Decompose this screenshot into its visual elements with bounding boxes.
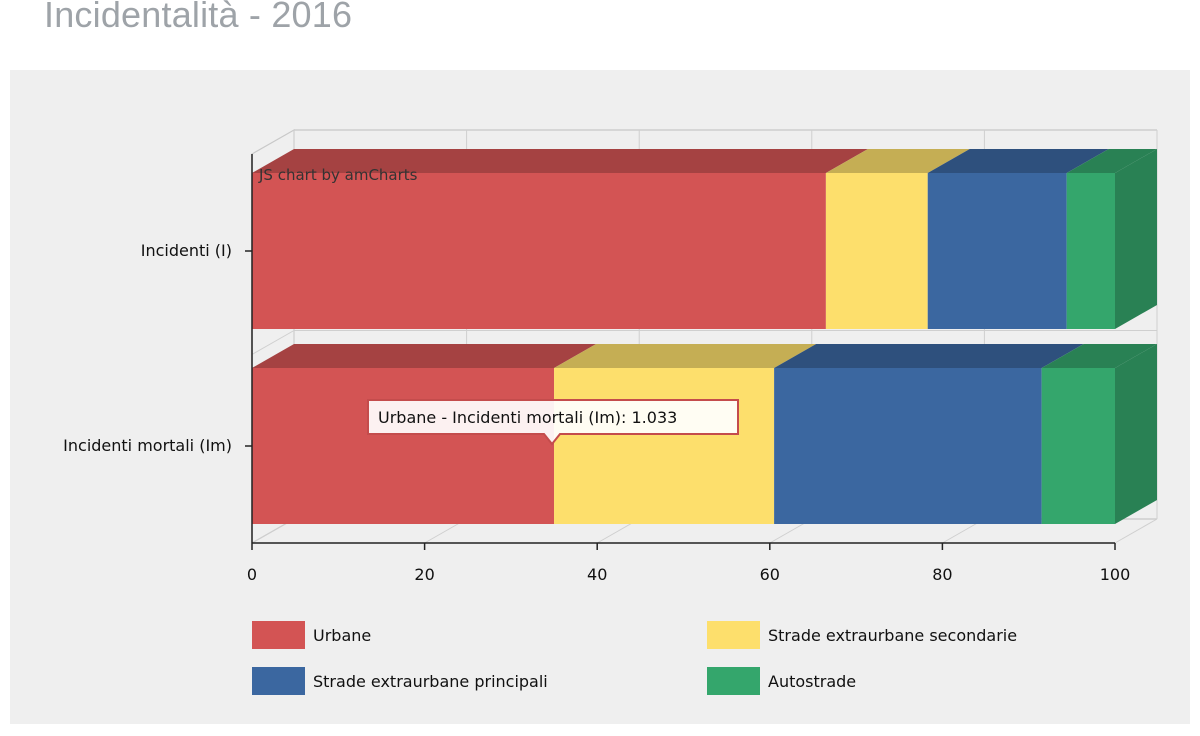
bar-autostrade [1041, 368, 1115, 524]
chart-axes: 0 20 40 60 80 100 Incidenti (I) Incidenti morta… [63, 154, 1130, 584]
bar-top-autostrade [1066, 149, 1157, 173]
x-tick-label: 100 [1100, 565, 1131, 584]
bar-top-strade-extraurbane-secondarie [825, 149, 970, 173]
tooltip-box [367, 399, 739, 446]
bar-top-strade-extraurbane-principali [927, 149, 1109, 173]
gridline-category [251, 330, 295, 355]
legend-swatch [252, 621, 305, 649]
chart-legend: Urbane Strade extraurbane secondarie Strad… [252, 621, 1017, 695]
credit-text: JS chart by amCharts [258, 166, 418, 184]
chart-svg: 0 20 40 60 80 100 Incidenti (I) Incidenti morta… [63, 128, 1158, 695]
bar-strade-extraurbane-principali [927, 173, 1067, 329]
chart-panel: 0 20 40 60 80 100 Incidenti (I) Incidenti morta… [10, 70, 1190, 724]
bar-side-autostrade [1115, 149, 1157, 329]
bar-top-strade-extraurbane-principali [774, 344, 1084, 368]
bar-autostrade [1066, 173, 1115, 329]
legend-label: Strade extraurbane secondarie [768, 626, 1017, 645]
bar-top-urbane [252, 149, 868, 173]
legend-swatch [707, 667, 760, 695]
bar-urbane [252, 368, 555, 524]
chart-credit: JS chart by amCharts [258, 166, 418, 184]
x-tick-label: 80 [932, 565, 952, 584]
chart-bars [252, 149, 1157, 524]
legend-swatch [252, 667, 305, 695]
bar-top-autostrade [1041, 344, 1157, 368]
gridline-floor [1114, 518, 1158, 544]
chart-tooltip: Urbane - Incidenti mortali (Im): 1.033 [367, 399, 739, 446]
category-label: Incidenti (I) [141, 241, 232, 260]
legend-label: Strade extraurbane principali [313, 672, 548, 691]
x-tick-label: 20 [414, 565, 434, 584]
bar-top-strade-extraurbane-secondarie [554, 344, 817, 368]
tooltip-text: Urbane - Incidenti mortali (Im): 1.033 [378, 408, 677, 427]
category-label: Incidenti mortali (Im) [63, 436, 232, 455]
x-tick-label: 0 [247, 565, 257, 584]
page-title: Incidentalità - 2016 [44, 0, 353, 35]
legend-swatch [707, 621, 760, 649]
bar-side-autostrade [1115, 344, 1157, 524]
legend-label: Urbane [313, 626, 371, 645]
x-tick-label: 60 [760, 565, 780, 584]
legend-label: Autostrade [768, 672, 856, 691]
x-tick-label: 40 [587, 565, 607, 584]
bar-urbane [252, 173, 826, 329]
bar-top-urbane [252, 344, 597, 368]
bar-strade-extraurbane-secondarie [825, 173, 928, 329]
bar-strade-extraurbane-secondarie [554, 368, 775, 524]
bar-strade-extraurbane-principali [774, 368, 1042, 524]
